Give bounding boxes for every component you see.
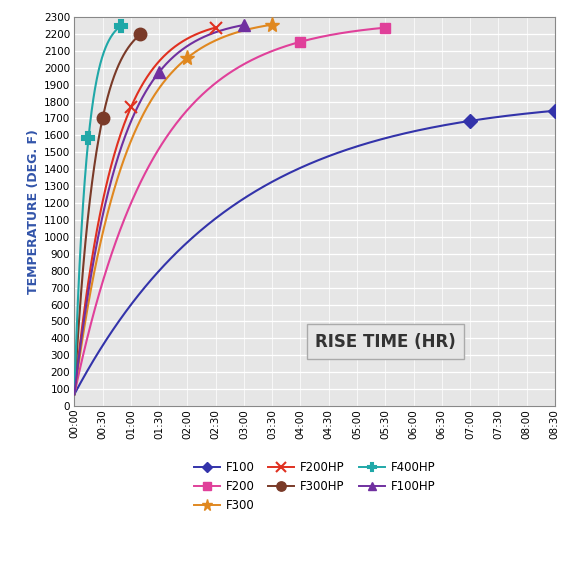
Text: RISE TIME (HR): RISE TIME (HR) — [315, 333, 456, 351]
Y-axis label: TEMPERATURE (DEG. F): TEMPERATURE (DEG. F) — [27, 129, 40, 294]
Legend: F100, F200, F300, F200HP, F300HP, F400HP, F100HP: F100, F200, F300, F200HP, F300HP, F400HP… — [189, 457, 440, 517]
